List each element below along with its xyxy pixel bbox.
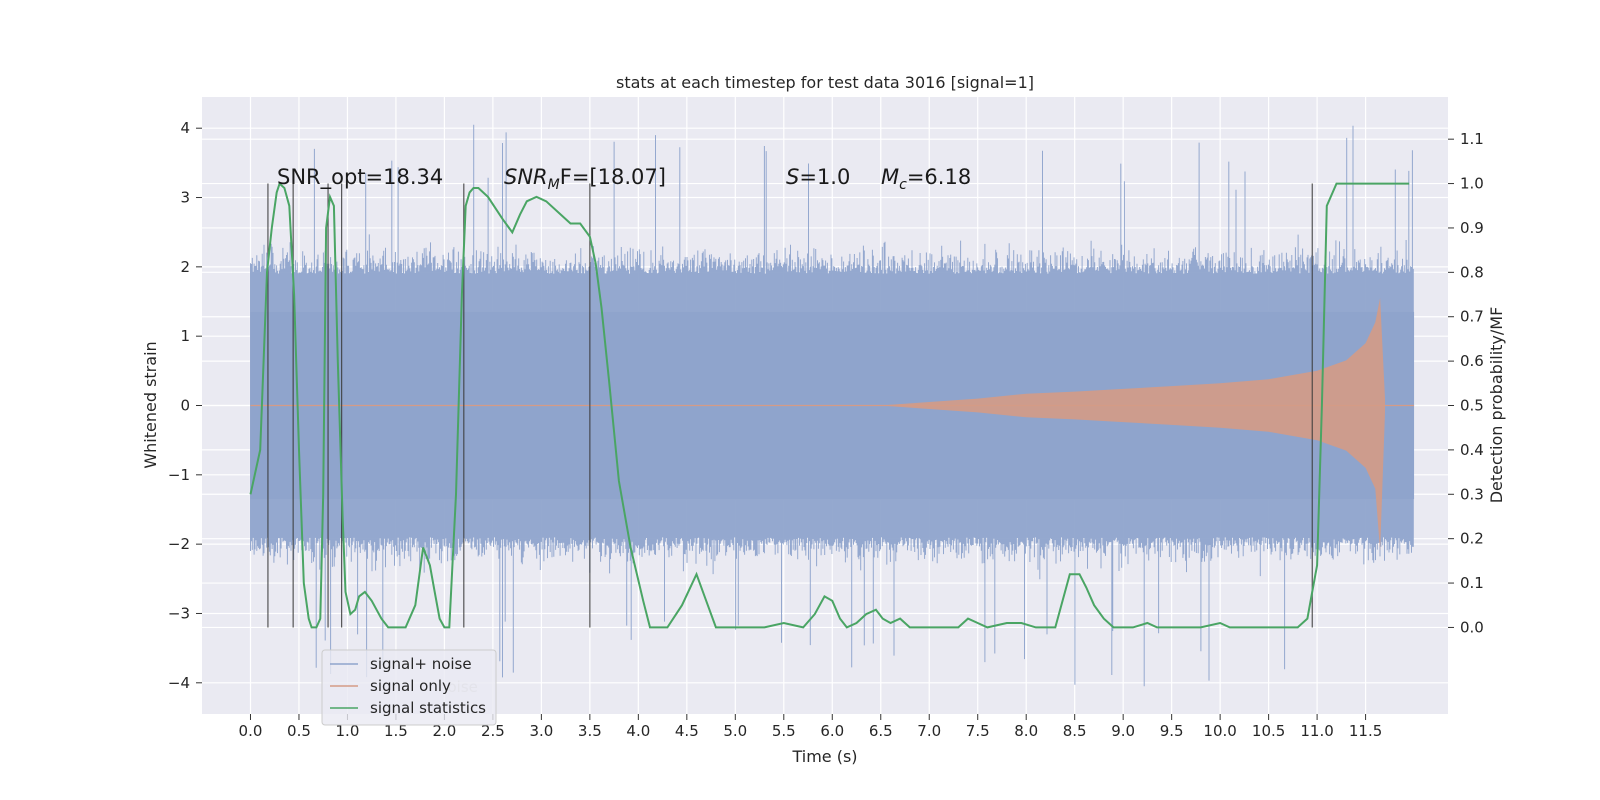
y-right-tick-label: 0.5 [1460,397,1484,415]
y-right-tick-label: 0.9 [1460,219,1484,237]
x-tick-label: 1.0 [336,722,360,740]
y-right-tick-label: 1.1 [1460,130,1484,148]
annotation-s: S=1.0 [786,165,850,189]
x-tick-label: 0.0 [239,722,263,740]
y-right-tick-label: 0.7 [1460,308,1484,326]
y-right-tick-label: 1.0 [1460,175,1484,193]
mc-symbol: M [881,165,899,189]
x-tick-label: 10.0 [1203,722,1236,740]
y-right-tick-label: 0.6 [1460,352,1484,370]
x-tick-label: 4.0 [626,722,650,740]
x-tick-label: 11.0 [1300,722,1333,740]
legend-label-signal-only: signal only [370,677,451,695]
annotation-mc: Mc=6.18 [881,165,971,193]
x-tick-label: 7.0 [917,722,941,740]
signal-chirp [880,298,1385,551]
legend: noise signal+ noise signal only signal s… [321,649,497,726]
x-tick-label: 11.5 [1349,722,1382,740]
y-right-tick-label: 0.1 [1460,574,1484,592]
y-right-tick-label: 0.3 [1460,485,1484,503]
x-tick-label: 9.0 [1111,722,1135,740]
x-tick-label: 6.0 [820,722,844,740]
y-axis-ticks: 4 3 2 1 0 −1 −2 −3 −4 [168,119,202,692]
x-tick-label: 3.0 [529,722,553,740]
s-symbol: S [786,165,799,189]
y-tick-label: −3 [168,604,190,622]
y-tick-label: 0 [180,397,190,415]
x-tick-label: 1.5 [384,722,408,740]
y-axis-label: Whitened strain [141,341,160,468]
x-tick-label: 7.5 [966,722,990,740]
y-tick-label: 3 [180,189,190,207]
chart-title: stats at each timestep for test data 301… [616,73,1034,92]
y-tick-label: −1 [168,466,190,484]
x-tick-label: 5.5 [772,722,796,740]
statistics-line [249,181,1410,629]
series-signal-only [250,298,1415,551]
y-right-tick-label: 0.8 [1460,263,1484,281]
legend-box [321,649,497,726]
x-tick-label: 8.0 [1014,722,1038,740]
legend-label-signal-statistics: signal statistics [370,699,486,717]
y-right-axis-label: Detection probability/MF [1487,307,1506,504]
x-tick-label: 10.5 [1252,722,1285,740]
y-right-tick-label: 0.2 [1460,530,1484,548]
y-tick-label: 2 [180,258,190,276]
series-signal-statistics [249,181,1410,629]
x-tick-label: 8.5 [1063,722,1087,740]
annotation-snr-opt: SNR_opt=18.34 [277,165,443,190]
y-right-axis-ticks: 1.1 1.0 0.9 0.8 0.7 0.6 0.5 0.4 0.3 0.2 0.1 0.0 [1448,130,1484,636]
x-axis-ticks: 0.0 0.5 1.0 1.5 2.0 2.5 3.0 3.5 4.0 4.5 5.0 5.5 6.0 6… [239,714,1382,740]
x-tick-label: 5.0 [723,722,747,740]
x-tick-label: 2.5 [481,722,505,740]
snr-mf-symbol: SNR [504,165,548,189]
y-tick-label: −2 [168,535,190,553]
s-value: =1.0 [799,165,850,189]
y-tick-label: 4 [180,119,190,137]
x-tick-label: 6.5 [869,722,893,740]
legend-label-signal-noise: signal+ noise [370,655,472,673]
snr-mf-subscript: M [548,177,560,193]
y-tick-label: −4 [168,674,190,692]
y-right-tick-label: 0.0 [1460,618,1484,636]
x-tick-label: 9.5 [1160,722,1184,740]
mc-subscript: c [899,177,907,193]
x-axis-label: Time (s) [791,747,857,766]
x-tick-label: 2.0 [432,722,456,740]
mc-value: =6.18 [907,165,971,189]
y-tick-label: 1 [180,327,190,345]
x-tick-label: 4.5 [675,722,699,740]
annotation-snr-mf: SNRMF=[18.07] [504,165,666,193]
x-tick-label: 3.5 [578,722,602,740]
y-right-tick-label: 0.4 [1460,441,1484,459]
snr-mf-value: F=[18.07] [560,165,666,189]
x-tick-label: 0.5 [287,722,311,740]
